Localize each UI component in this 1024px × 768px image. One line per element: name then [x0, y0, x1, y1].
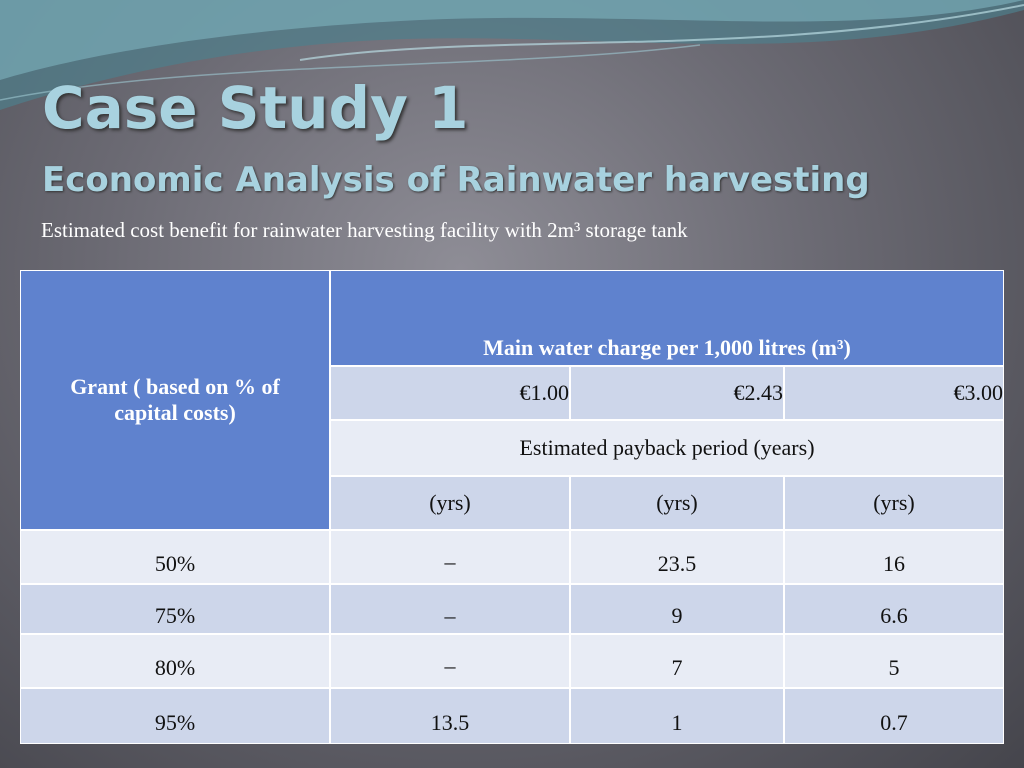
subtitle: Economic Analysis of Rainwater harvestin… — [42, 160, 870, 200]
payback-cell: – — [330, 634, 570, 688]
caption: Estimated cost benefit for rainwater har… — [41, 218, 688, 242]
payback-cell: – — [330, 530, 570, 584]
wave-decoration — [0, 0, 1024, 110]
payback-cell: – — [330, 584, 570, 634]
subheader: Estimated payback period (years) — [330, 420, 1004, 476]
group-header: Main water charge per 1,000 litres (m³) — [330, 270, 1004, 366]
price-header: €1.00 — [330, 366, 570, 420]
unit-header: (yrs) — [784, 476, 1004, 530]
payback-cell: 16 — [784, 530, 1004, 584]
payback-cell: 0.7 — [784, 688, 1004, 744]
payback-cell: 5 — [784, 634, 1004, 688]
grant-cell: 80% — [20, 634, 330, 688]
payback-cell: 13.5 — [330, 688, 570, 744]
payback-cell: 9 — [570, 584, 784, 634]
grant-cell: 95% — [20, 688, 330, 744]
grant-cell: 50% — [20, 530, 330, 584]
title: Case Study 1 — [42, 74, 469, 142]
payback-cell: 7 — [570, 634, 784, 688]
grant-cell: 75% — [20, 584, 330, 634]
unit-header: (yrs) — [330, 476, 570, 530]
unit-header: (yrs) — [570, 476, 784, 530]
payback-cell: 1 — [570, 688, 784, 744]
row-header: Grant ( based on % of capital costs) — [20, 270, 330, 530]
price-header: €2.43 — [570, 366, 784, 420]
price-header: €3.00 — [784, 366, 1004, 420]
payback-cell: 6.6 — [784, 584, 1004, 634]
payback-cell: 23.5 — [570, 530, 784, 584]
